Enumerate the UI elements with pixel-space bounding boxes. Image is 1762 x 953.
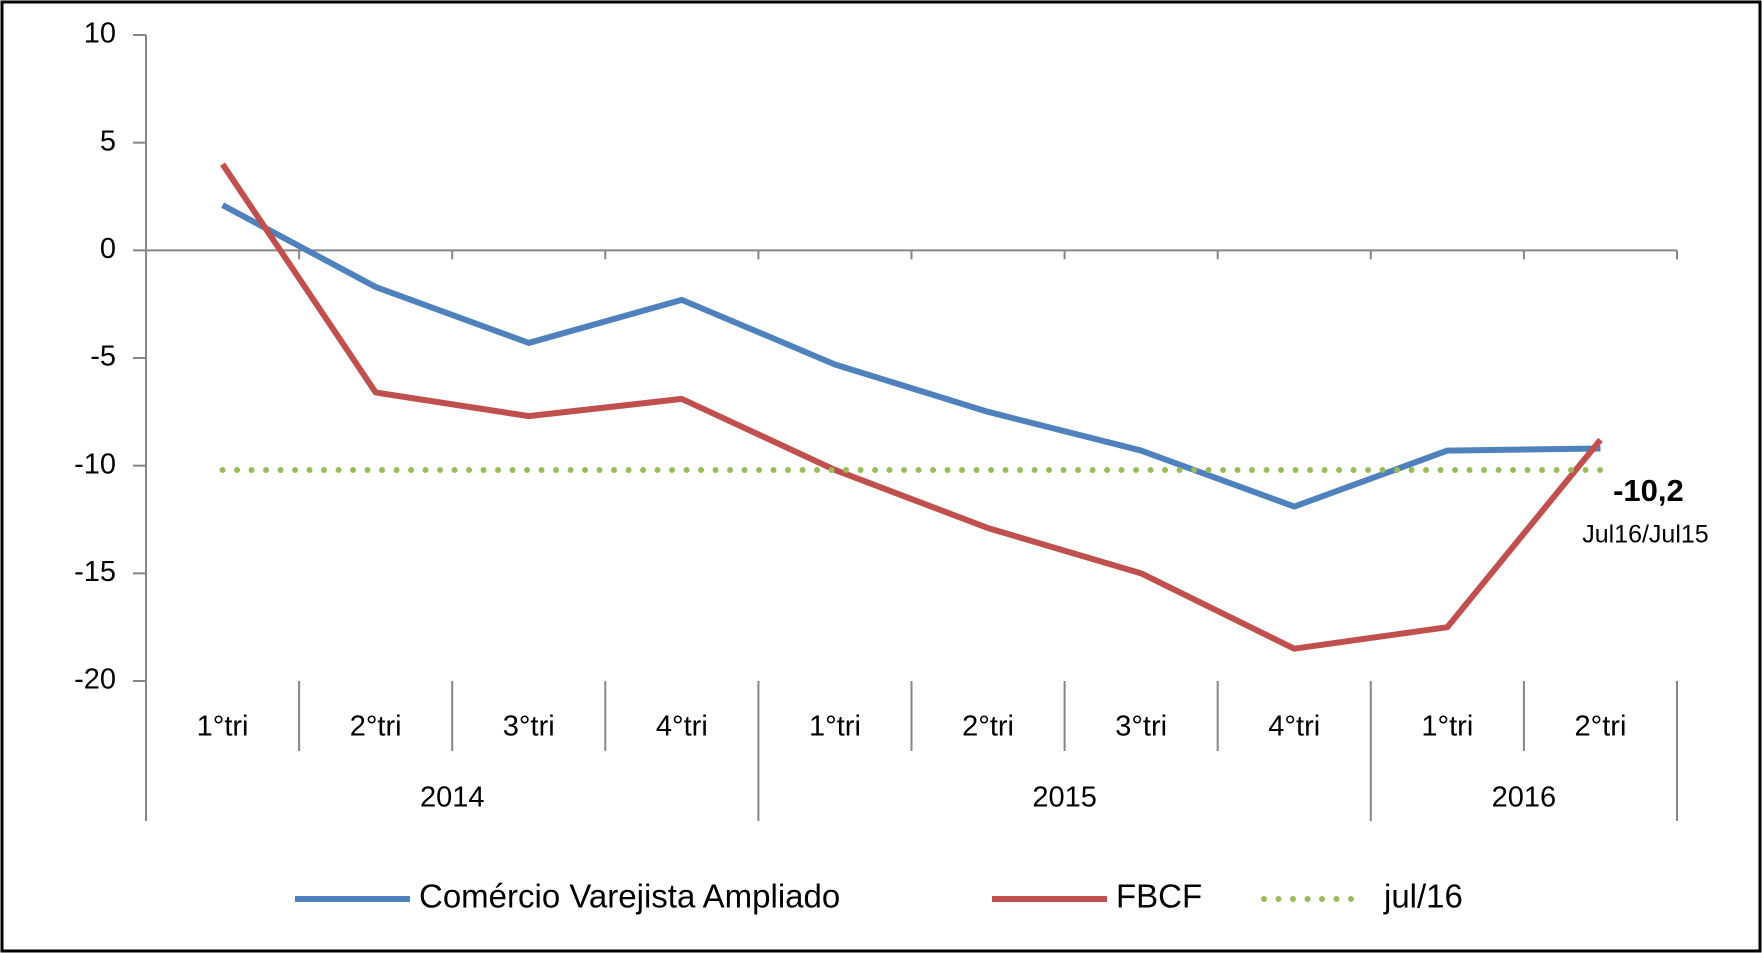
y-tick-label: 0 bbox=[100, 233, 116, 265]
x-tick-label: 4°tri bbox=[656, 711, 708, 743]
x-tick-label: 1°tri bbox=[809, 711, 861, 743]
group-label: 2014 bbox=[420, 782, 485, 814]
y-tick-label: -10 bbox=[74, 448, 116, 480]
x-tick-label: 2°tri bbox=[1575, 711, 1627, 743]
legend-label: jul/16 bbox=[1383, 878, 1463, 915]
series-line bbox=[221, 202, 1601, 510]
x-tick-label: 2°tri bbox=[350, 711, 402, 743]
series-line bbox=[220, 162, 1603, 652]
data-label: -10,2 bbox=[1613, 473, 1684, 508]
group-label: 2016 bbox=[1492, 782, 1557, 814]
x-tick-label: 3°tri bbox=[503, 711, 555, 743]
y-tick-label: -15 bbox=[74, 556, 116, 588]
y-tick-label: -5 bbox=[90, 341, 116, 373]
x-tick-label: 4°tri bbox=[1268, 711, 1320, 743]
annotation: Jul16/Jul15 bbox=[1582, 521, 1708, 549]
y-tick-label: 10 bbox=[84, 18, 116, 50]
x-tick-label: 1°tri bbox=[197, 711, 249, 743]
legend-label: FBCF bbox=[1116, 878, 1202, 915]
x-tick-label: 1°tri bbox=[1421, 711, 1473, 743]
x-tick-label: 2°tri bbox=[962, 711, 1014, 743]
group-label: 2015 bbox=[1032, 782, 1097, 814]
x-tick-label: 3°tri bbox=[1115, 711, 1167, 743]
legend-label: Comércio Varejista Ampliado bbox=[419, 878, 840, 915]
y-tick-label: 5 bbox=[100, 125, 116, 157]
y-tick-label: -20 bbox=[74, 664, 116, 696]
